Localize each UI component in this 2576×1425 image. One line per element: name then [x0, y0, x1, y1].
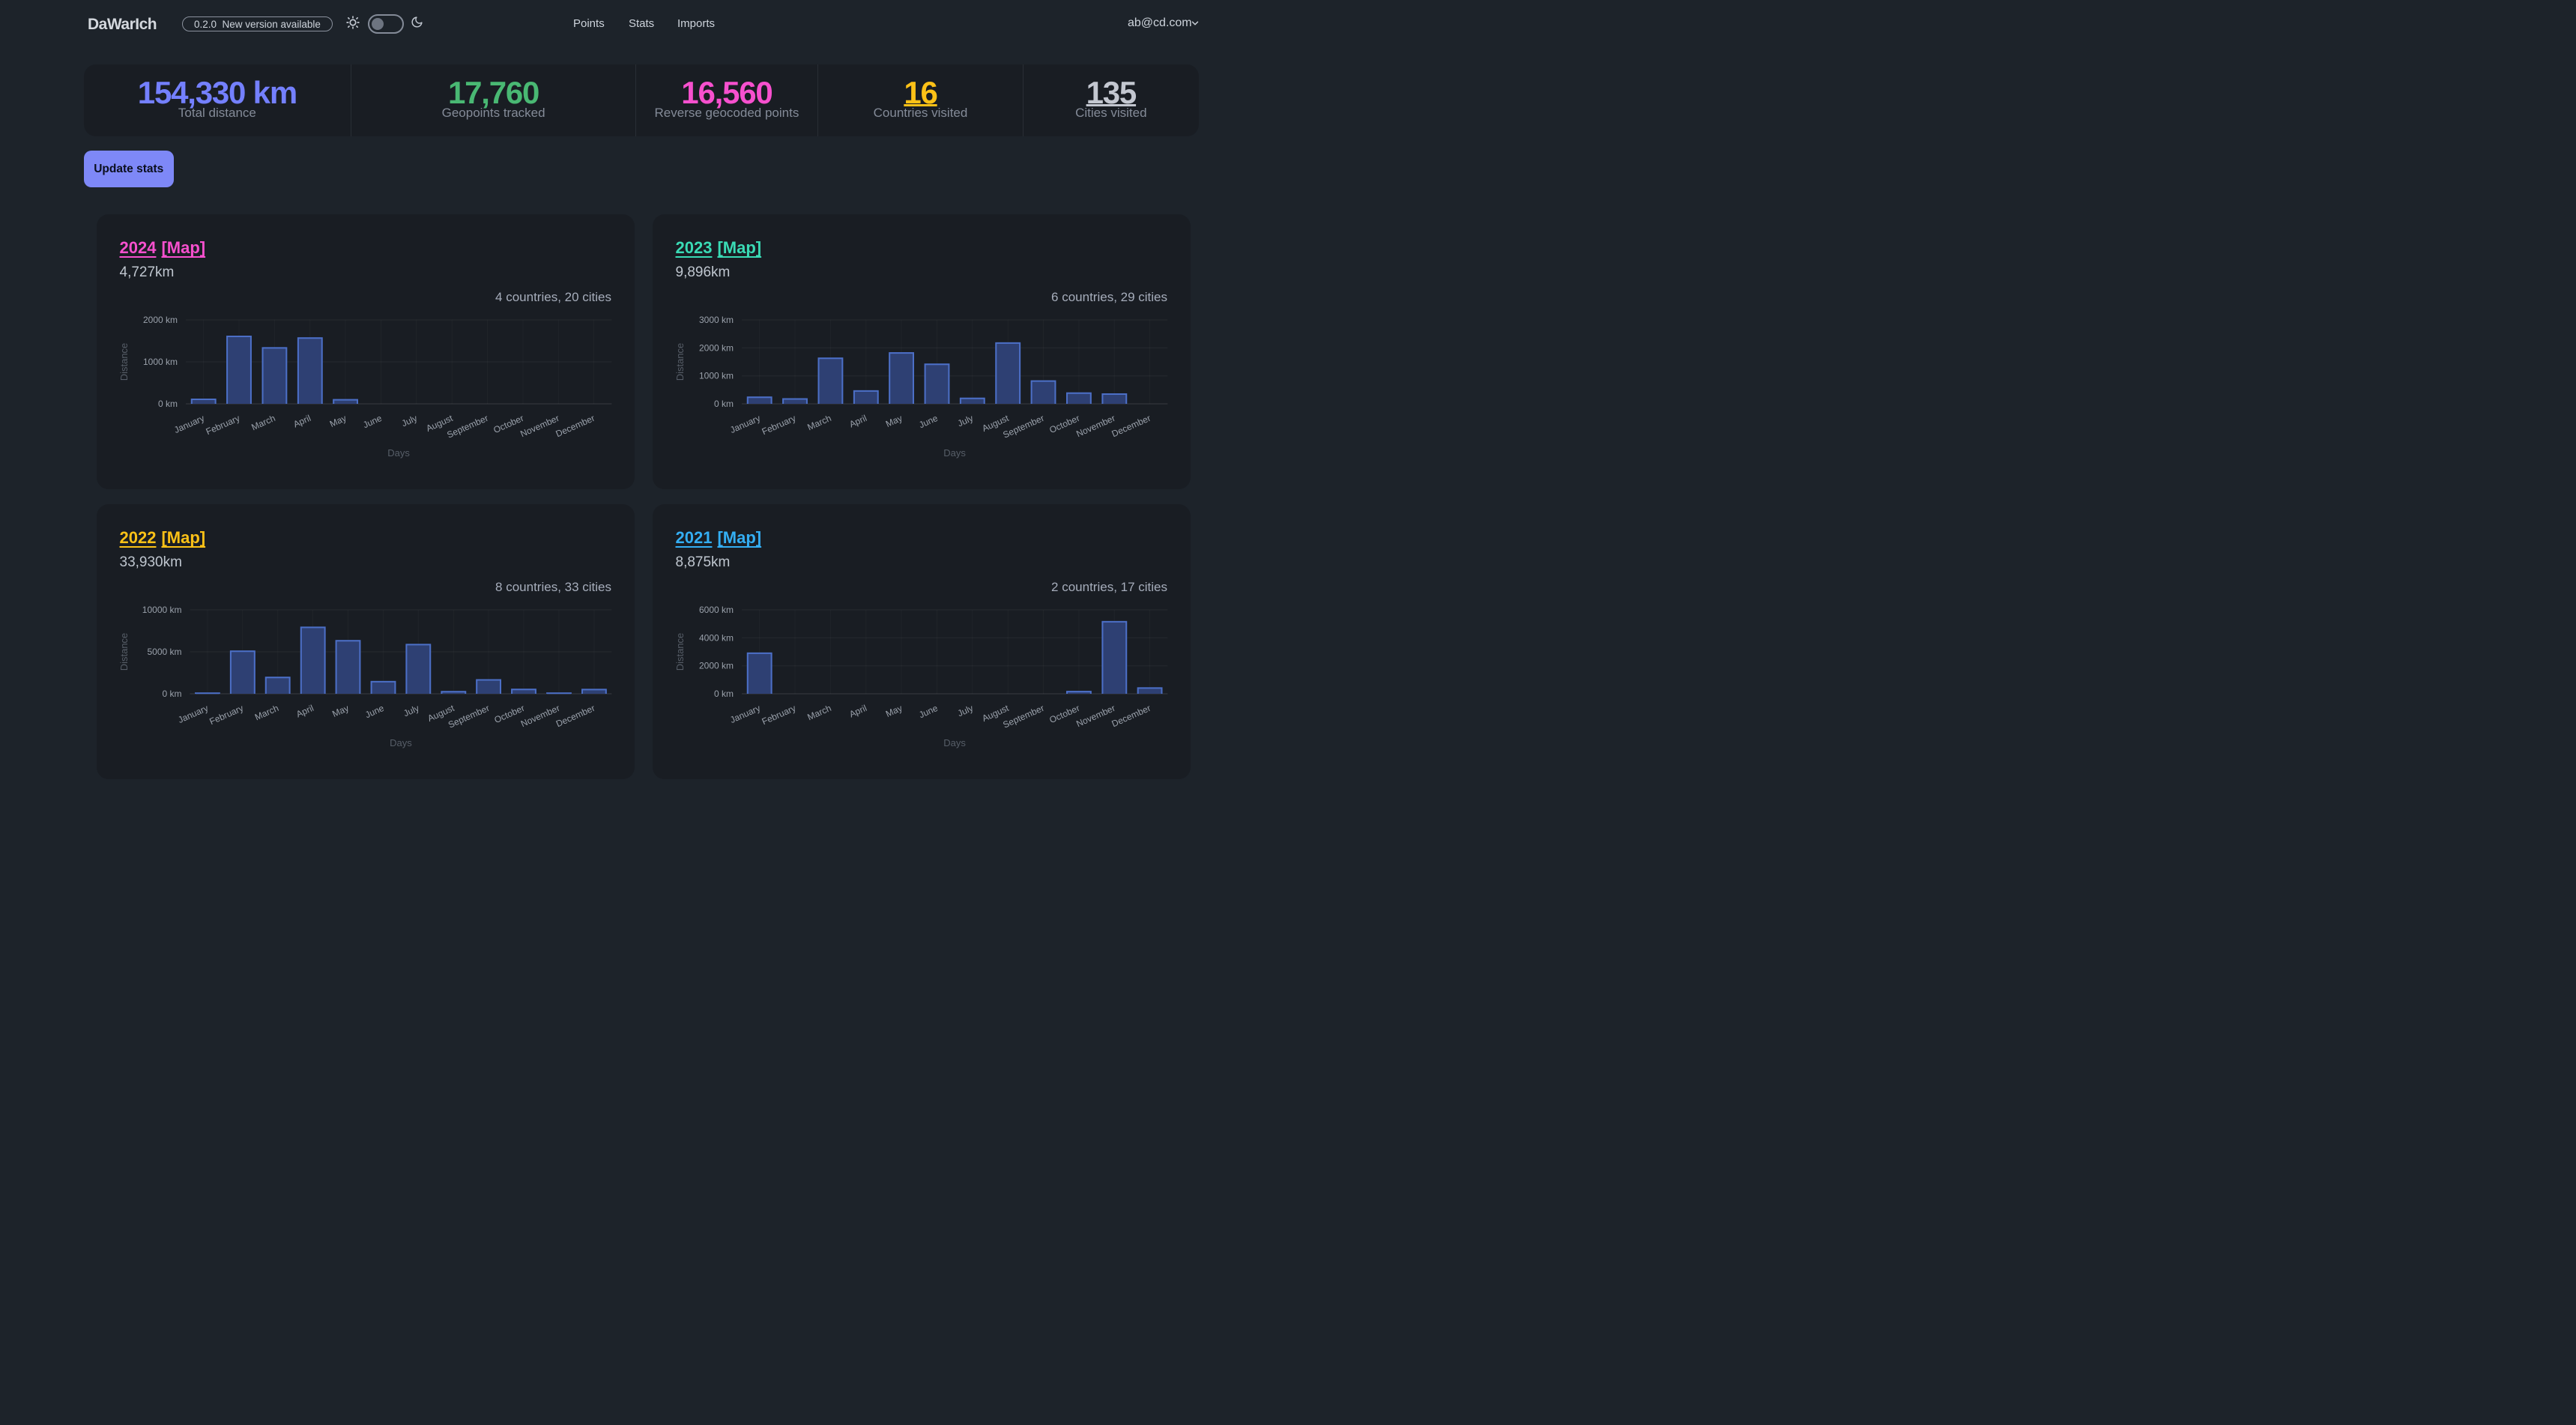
svg-text:July: July [402, 702, 420, 718]
svg-text:March: March [805, 412, 832, 432]
svg-text:2000 km: 2000 km [699, 342, 734, 353]
svg-text:0 km: 0 km [714, 689, 734, 699]
svg-text:February: February [761, 412, 798, 436]
svg-text:1000 km: 1000 km [699, 370, 734, 381]
svg-text:Distance: Distance [674, 632, 686, 671]
svg-text:February: February [208, 702, 245, 726]
svg-text:Days: Days [387, 447, 410, 459]
svg-text:September: September [1001, 702, 1045, 730]
svg-text:April: April [847, 702, 868, 719]
svg-text:April: April [294, 702, 315, 719]
svg-text:July: July [956, 412, 975, 428]
svg-text:September: September [1001, 412, 1045, 440]
svg-text:December: December [1110, 702, 1152, 728]
svg-text:March: March [250, 412, 276, 432]
svg-text:February: February [761, 702, 798, 726]
svg-text:June: June [917, 702, 940, 720]
svg-text:May: May [884, 412, 904, 429]
svg-text:May: May [330, 702, 350, 718]
svg-text:January: January [176, 702, 210, 724]
svg-text:1000 km: 1000 km [143, 357, 178, 367]
svg-text:Distance: Distance [118, 632, 130, 671]
svg-text:January: January [172, 412, 206, 435]
svg-text:Days: Days [390, 737, 412, 748]
svg-text:July: July [956, 702, 975, 718]
svg-text:January: January [728, 702, 762, 724]
svg-text:September: September [445, 412, 489, 440]
svg-text:November: November [1074, 702, 1116, 728]
svg-text:Days: Days [943, 737, 966, 748]
svg-text:0 km: 0 km [714, 399, 734, 409]
svg-text:June: June [917, 412, 940, 430]
svg-text:June: June [363, 702, 386, 720]
svg-text:0 km: 0 km [158, 399, 178, 409]
svg-text:December: December [1110, 412, 1152, 438]
svg-text:January: January [728, 412, 762, 435]
svg-text:May: May [328, 412, 348, 429]
svg-text:3000 km: 3000 km [699, 315, 734, 325]
svg-text:April: April [291, 412, 312, 429]
svg-text:May: May [884, 702, 904, 718]
svg-text:July: July [400, 412, 419, 428]
svg-text:March: March [253, 702, 280, 721]
svg-text:June: June [361, 412, 384, 430]
svg-text:December: December [554, 412, 596, 438]
svg-text:November: November [518, 412, 560, 438]
svg-text:November: November [519, 702, 561, 728]
svg-text:March: March [805, 702, 832, 721]
svg-text:November: November [1074, 412, 1116, 438]
svg-text:5000 km: 5000 km [147, 647, 181, 657]
svg-text:6000 km: 6000 km [699, 605, 734, 615]
svg-text:0 km: 0 km [162, 689, 181, 699]
svg-text:2000 km: 2000 km [699, 660, 734, 671]
svg-text:10000 km: 10000 km [142, 605, 182, 615]
svg-text:Distance: Distance [118, 342, 130, 381]
svg-text:Days: Days [943, 447, 966, 459]
svg-text:Distance: Distance [674, 342, 686, 381]
svg-text:February: February [205, 412, 242, 436]
svg-text:April: April [847, 412, 868, 429]
svg-text:December: December [554, 702, 596, 728]
svg-text:2000 km: 2000 km [143, 315, 178, 325]
svg-text:4000 km: 4000 km [699, 632, 734, 643]
